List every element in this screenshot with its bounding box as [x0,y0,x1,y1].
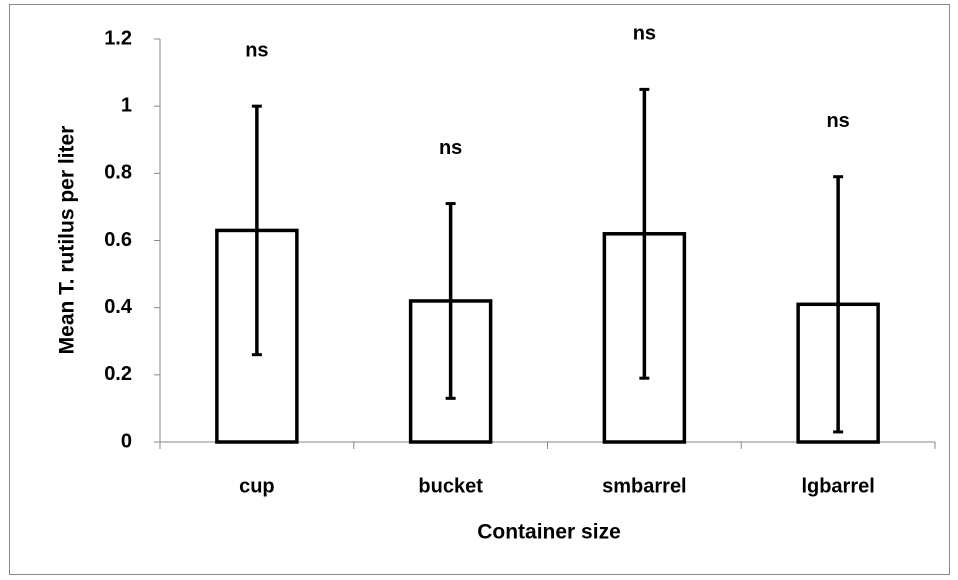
y-axis-title: Mean T. rutilus per liter [56,126,79,355]
y-tick-label: 1.2 [104,27,132,49]
annotation: ns [439,137,462,159]
x-tick-label: smbarrel [602,475,687,497]
chart-border [9,4,950,575]
x-tick-label: lgbarrel [801,475,874,497]
x-tick-label: cup [239,475,275,497]
x-axis-title: Container size [477,521,621,544]
y-tick-label: 0.2 [104,363,132,385]
y-tick-label: 0 [121,430,132,452]
y-tick-label: 0.8 [104,162,132,184]
y-tick-label: 0.6 [104,229,132,251]
annotation: ns [245,39,268,61]
annotation: ns [826,110,849,132]
annotation: ns [633,23,656,45]
x-tick-label: bucket [418,475,483,497]
y-tick-label: 1 [121,94,132,116]
y-tick-label: 0.4 [104,296,133,318]
